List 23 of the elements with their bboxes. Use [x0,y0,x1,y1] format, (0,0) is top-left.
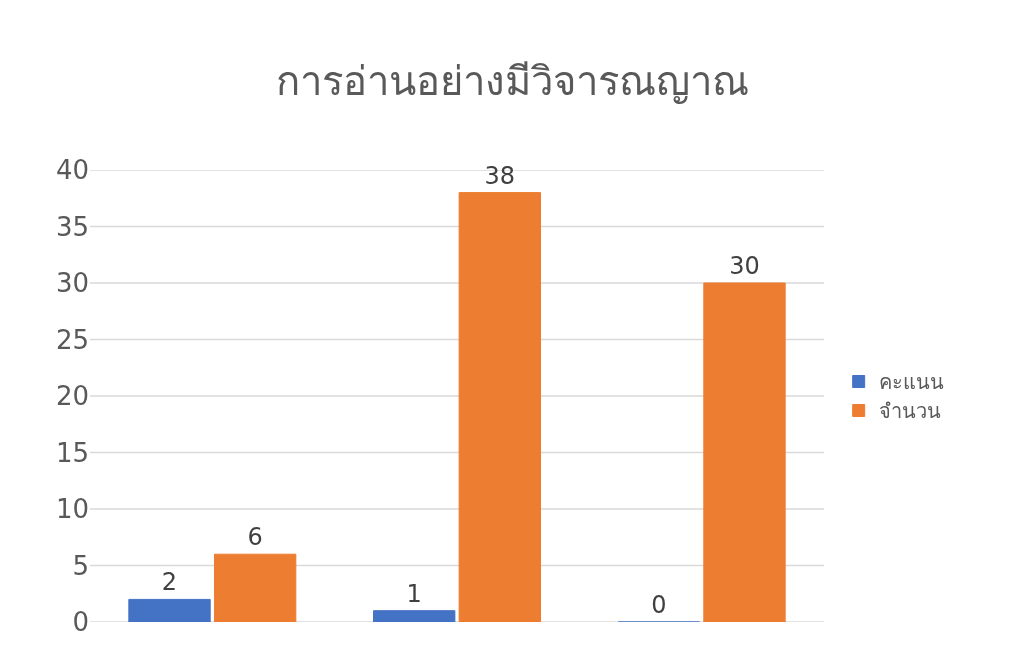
data-label: 38 [484,161,516,190]
data-label: 2 [161,568,178,597]
y-tick-label: 20 [55,381,89,412]
chart-title: การอ่านอย่างมีวิจารณญาณ [275,58,749,105]
y-tick-label: 10 [55,494,89,525]
y-tick-label: 30 [55,268,89,299]
bar [703,282,786,622]
bar [373,610,456,622]
data-label: 6 [247,523,263,552]
bar [458,192,541,622]
bar [213,553,297,622]
y-tick-label: 0 [72,607,89,638]
y-tick-label: 5 [72,550,89,581]
legend-label: คะแนน [878,370,944,395]
data-label: 1 [406,579,422,608]
bar [128,598,211,622]
y-tick-label: 35 [55,211,89,242]
y-tick-label: 25 [55,324,89,355]
data-label: 30 [729,252,760,280]
y-tick-label: 40 [55,155,89,186]
data-label: 0 [651,591,667,619]
y-tick-label: 15 [55,437,89,468]
legend-label: จำนวน [878,399,941,424]
